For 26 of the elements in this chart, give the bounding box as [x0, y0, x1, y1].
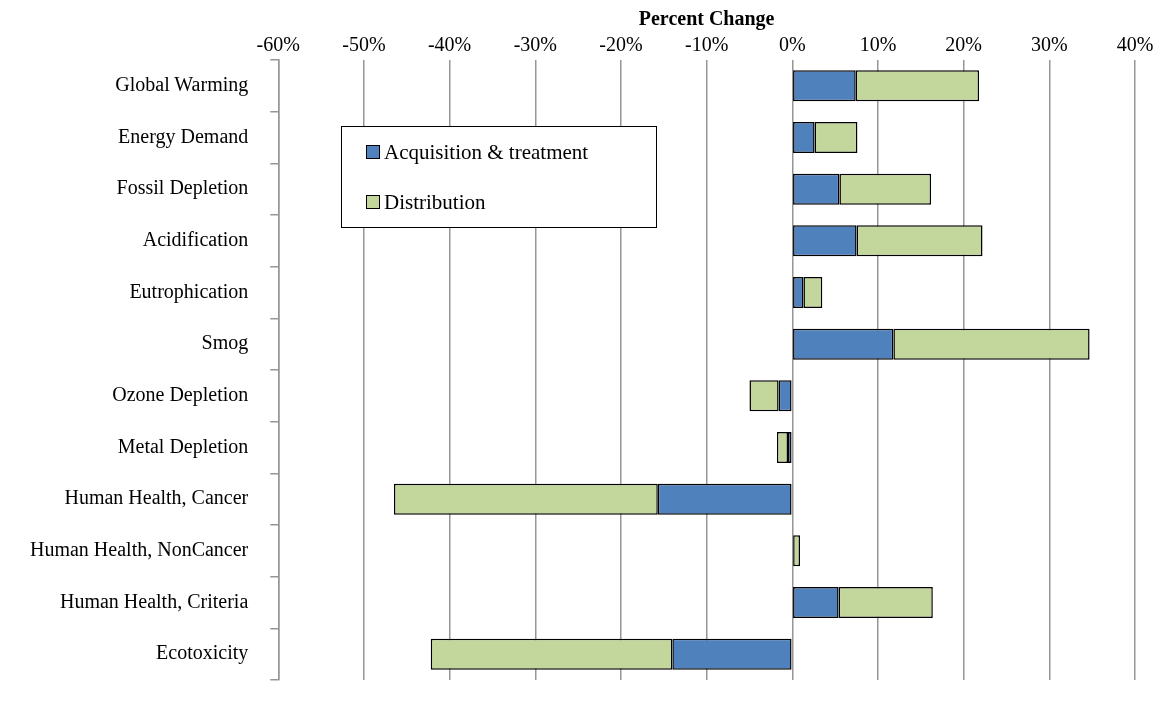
- x-axis-title: Percent Change: [638, 7, 775, 31]
- y-tick-label: Acidification: [142, 228, 249, 251]
- y-tick-label: Fossil Depletion: [116, 176, 249, 200]
- x-tick-label: 30%: [1030, 33, 1068, 56]
- x-tick-label: 20%: [945, 33, 982, 56]
- x-tick-label: 10%: [859, 33, 897, 56]
- y-tick-label: Human Health, NonCancer: [30, 538, 249, 561]
- x-tick-label: -20%: [599, 33, 643, 56]
- x-tick-label: -50%: [342, 33, 386, 56]
- x-tick-label: -60%: [256, 33, 300, 56]
- y-tick-label: Energy Demand: [118, 124, 249, 148]
- x-tick-label: -10%: [684, 33, 729, 56]
- y-tick-label: Ozone Depletion: [112, 383, 249, 407]
- y-tick-label: Human Health, Cancer: [64, 486, 249, 509]
- y-tick-label: Ecotoxicity: [156, 641, 249, 665]
- y-tick-label: Eutrophication: [129, 279, 249, 303]
- legend-label: Acquisition & treatment: [384, 139, 589, 165]
- x-tick-label: -30%: [513, 33, 557, 56]
- y-tick-label: Human Health, Criteria: [59, 589, 249, 612]
- x-tick-label: 0%: [778, 33, 806, 56]
- x-tick-label: -40%: [427, 33, 472, 56]
- y-tick-label: Global Warming: [115, 73, 249, 97]
- y-tick-label: Metal Depletion: [117, 434, 249, 458]
- y-tick-label: Smog: [201, 331, 249, 355]
- legend-label: Distribution: [384, 189, 486, 215]
- x-tick-label: 40%: [1116, 33, 1154, 56]
